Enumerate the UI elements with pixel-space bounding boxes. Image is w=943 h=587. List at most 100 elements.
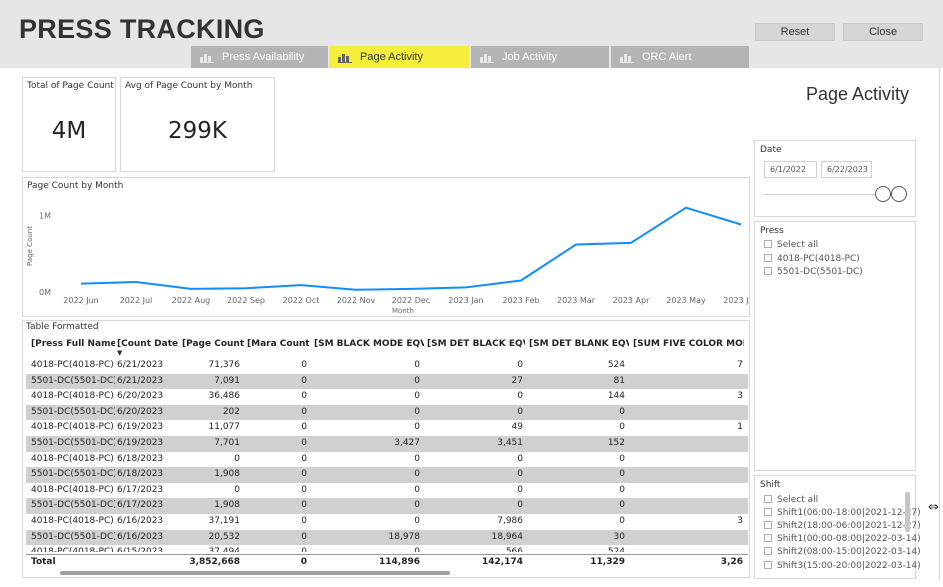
press-option[interactable]: 5501-DC(5501-DC) — [764, 267, 863, 277]
slicer-title: Date — [760, 145, 782, 155]
shift-option[interactable]: Shift1(00:00-08:00|2022-03-14) — [764, 534, 921, 544]
shift-slicer-scrollbar[interactable] — [905, 492, 910, 532]
checkbox[interactable] — [764, 495, 772, 503]
table-row[interactable]: 5501-DC(5501-DC) 6/18/2023 1,908 0 0 0 0 — [26, 467, 748, 483]
press-option[interactable]: 4018-PC(4018-PC) — [764, 254, 860, 264]
table-cell: 7,091 — [214, 375, 240, 386]
column-header[interactable]: [Press Full Name] — [31, 339, 115, 349]
x-tick-label: 2022 Oct — [283, 296, 320, 305]
kpi-value: 299K — [168, 118, 227, 144]
table-cell: 3 — [737, 516, 743, 526]
line-chart: 2022 Jun 2022 Jul 2022 Aug 2022 Sep 2022 Oct… — [26, 206, 749, 315]
table-cell: 5501-DC(5501-DC) — [31, 438, 115, 448]
table-cell: 1 — [737, 422, 743, 433]
table-cell: 0 — [301, 360, 307, 370]
date-start-input[interactable]: 6/1/2022 — [764, 161, 817, 178]
table-cell: 0 — [414, 391, 420, 402]
table-cell: 0 — [517, 406, 523, 417]
shift-select-all[interactable]: Select all — [764, 495, 818, 505]
table-cell: 0 — [619, 516, 625, 526]
bar-chart-icon — [620, 54, 634, 63]
table-cell: 36,486 — [208, 391, 241, 402]
y-axis-label: Page Count — [26, 226, 34, 266]
checkbox[interactable] — [764, 521, 772, 529]
x-axis-label: Month — [392, 307, 414, 315]
column-header[interactable]: [SUM FIVE COLOR MODE — [633, 339, 744, 349]
shift-slicer[interactable]: Shift Select all Shift1(06:00-18:00|2021… — [754, 475, 921, 579]
table-cell: 6/18/2023 — [117, 453, 164, 464]
column-header[interactable]: [SM DET BLACK EQV] — [427, 339, 525, 349]
table-cell: 6/20/2023 — [117, 406, 164, 417]
shift-option[interactable]: Shift1(06:00-18:00|2021-12-27) — [764, 508, 921, 518]
table-row[interactable]: 4018-PC(4018-PC) 6/19/2023 11,077 0 0 49 0 1 — [26, 420, 748, 436]
table-row[interactable]: 5501-DC(5501-DC) 6/17/2023 1,908 0 0 0 0 — [26, 498, 748, 514]
checkbox[interactable] — [764, 267, 772, 275]
kpi-card-total[interactable]: Total of Page Count 4M — [22, 77, 116, 172]
tab-page-activity[interactable]: Page Activity — [329, 46, 470, 69]
table-row[interactable]: 4018-PC(4018-PC) 6/21/2023 71,376 0 0 0 524 7 — [26, 358, 748, 374]
column-header[interactable]: [SM BLACK MODE EQV] — [314, 339, 424, 349]
column-header[interactable]: [SM DET BLANK EQV] — [529, 339, 629, 349]
checkbox[interactable] — [764, 254, 772, 262]
line-chart-card[interactable]: Page Count by Month 2022 Jun 2022 Jul 2022… — [22, 177, 750, 317]
x-tick-label: 2022 Dec — [392, 296, 430, 305]
table-cell: 202 — [222, 406, 240, 417]
table-cell: 81 — [613, 375, 625, 386]
table-cell: 37,191 — [208, 516, 241, 526]
press-slicer[interactable]: Press Select all 4018-PC(4018-PC) 5501-D… — [754, 221, 916, 471]
checkbox[interactable] — [764, 240, 772, 248]
column-header[interactable]: [Page Count] — [182, 339, 244, 349]
close-button[interactable]: Close — [843, 23, 923, 41]
table-cell: 5501-DC(5501-DC) — [31, 375, 115, 386]
column-header[interactable]: [Mara Count] — [247, 339, 309, 349]
table-cell: 0 — [517, 391, 523, 402]
checkbox-label: Shift3(15:00-20:00|2022-03-14) — [777, 561, 921, 571]
table-horizontal-scrollbar[interactable] — [60, 571, 450, 575]
kpi-label: Total of Page Count — [27, 81, 114, 91]
checkbox[interactable] — [764, 534, 772, 542]
total-cell: 11,329 — [590, 557, 625, 567]
press-select-all[interactable]: Select all — [764, 240, 818, 250]
checkbox[interactable] — [764, 561, 772, 569]
date-end-input[interactable]: 6/22/2023 — [821, 161, 872, 178]
table-row[interactable]: 4018-PC(4018-PC) 6/20/2023 36,486 0 0 0 144 3 — [26, 389, 748, 405]
tab-press-availability[interactable]: Press Availability — [191, 46, 329, 68]
checkbox-label: Select all — [777, 495, 819, 505]
table-cell: 0 — [619, 453, 625, 464]
shift-option[interactable]: Shift3(15:00-20:00|2022-03-14) — [764, 561, 921, 571]
shift-option[interactable]: Shift2(08:00-15:00|2022-03-14) — [764, 547, 921, 557]
table-cell: 0 — [234, 453, 240, 464]
table-cell: 6/17/2023 — [117, 500, 164, 511]
table-row[interactable]: 4018-PC(4018-PC) 6/17/2023 0 0 0 0 0 — [26, 483, 748, 499]
checkbox-label: Shift2(18:00-06:00|2021-12-27) — [777, 521, 921, 531]
table-row[interactable]: 5501-DC(5501-DC) 6/19/2023 7,701 0 3,427 3,45… — [26, 436, 748, 452]
date-slicer[interactable]: Date 6/1/2022 6/22/2023 — [754, 140, 916, 217]
date-range-handle-end[interactable] — [891, 186, 907, 202]
checkbox[interactable] — [764, 508, 772, 516]
table-row[interactable]: 5501-DC(5501-DC) 6/16/2023 20,532 0 18,978 18… — [26, 529, 748, 546]
shift-option[interactable]: Shift2(18:00-06:00|2021-12-27) — [764, 521, 921, 531]
table-row[interactable]: 5501-DC(5501-DC) 6/20/2023 202 0 0 0 0 — [26, 404, 748, 421]
kpi-card-average[interactable]: Avg of Page Count by Month 299K — [120, 77, 275, 172]
table-cell: 0 — [619, 469, 625, 480]
table-row[interactable]: 5501-DC(5501-DC) 6/21/2023 7,091 0 0 27 81 — [26, 373, 748, 390]
checkbox[interactable] — [764, 547, 772, 555]
table-row[interactable]: 4018-PC(4018-PC) 6/16/2023 37,191 0 0 7,986 0 3 — [26, 514, 748, 530]
table-cell: 4018-PC(4018-PC) — [31, 516, 114, 526]
tab-orc-alert[interactable]: ORC Alert — [611, 46, 750, 68]
table-cell: 6/21/2023 — [117, 375, 164, 386]
table-cell: 0 — [301, 469, 307, 480]
column-header-sorted[interactable]: [Count Date] — [117, 339, 179, 349]
reset-button[interactable]: Reset — [755, 23, 835, 41]
date-range-handle-start[interactable] — [875, 186, 891, 202]
table-row[interactable]: 4018-PC(4018-PC) 6/18/2023 0 0 0 0 0 — [26, 452, 748, 468]
bar-chart-icon — [200, 54, 214, 63]
tab-job-activity[interactable]: Job Activity — [471, 46, 610, 68]
total-cell: 3,26 — [720, 557, 743, 567]
page-heading: Page Activity — [806, 84, 910, 104]
x-tick-label: 2023 Mar — [557, 296, 596, 305]
table-cell: 0 — [517, 469, 523, 480]
table-cell: 7,701 — [214, 438, 240, 448]
table-cell: 0 — [301, 453, 307, 464]
